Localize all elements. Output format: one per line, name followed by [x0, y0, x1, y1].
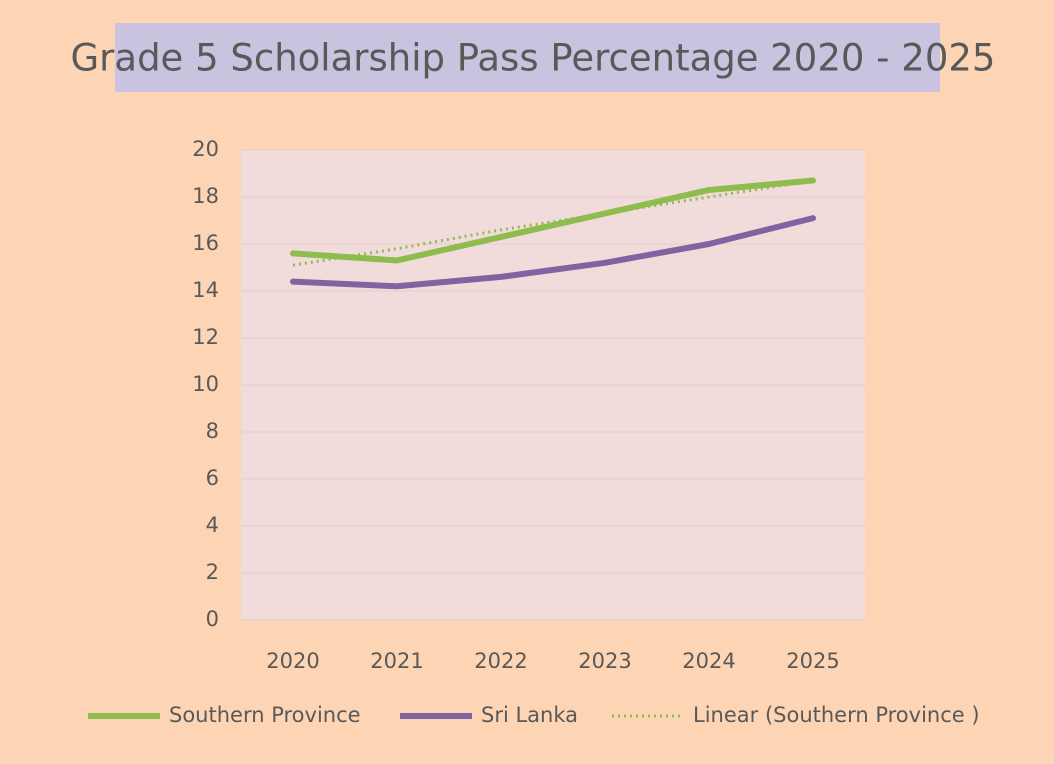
title-box — [115, 23, 940, 92]
y-tick-label: 8 — [206, 419, 219, 443]
y-tick-label: 6 — [206, 466, 219, 490]
legend-label: Sri Lanka — [481, 703, 578, 727]
y-tick-label: 0 — [206, 607, 219, 631]
y-tick-label: 2 — [206, 560, 219, 584]
y-tick-label: 12 — [192, 325, 219, 349]
x-tick-label: 2022 — [474, 649, 527, 673]
x-tick-label: 2023 — [578, 649, 631, 673]
x-tick-label: 2024 — [682, 649, 735, 673]
series-line — [292, 179, 814, 267]
x-tick-label: 2025 — [786, 649, 839, 673]
y-tick-label: 20 — [192, 137, 219, 161]
x-tick-label: 2021 — [370, 649, 423, 673]
series-line — [290, 215, 816, 290]
legend-label: Southern Province — [169, 703, 361, 727]
legend-label: Linear (Southern Province ) — [693, 703, 980, 727]
chart-title: Grade 5 Scholarship Pass Percentage 2020… — [71, 37, 996, 80]
y-tick-label: 16 — [192, 231, 219, 255]
x-tick-label: 2020 — [266, 649, 319, 673]
y-tick-label: 10 — [192, 372, 219, 396]
y-tick-label: 14 — [192, 278, 219, 302]
y-tick-label: 4 — [206, 513, 219, 537]
series-line — [290, 177, 816, 264]
y-tick-label: 18 — [192, 184, 219, 208]
